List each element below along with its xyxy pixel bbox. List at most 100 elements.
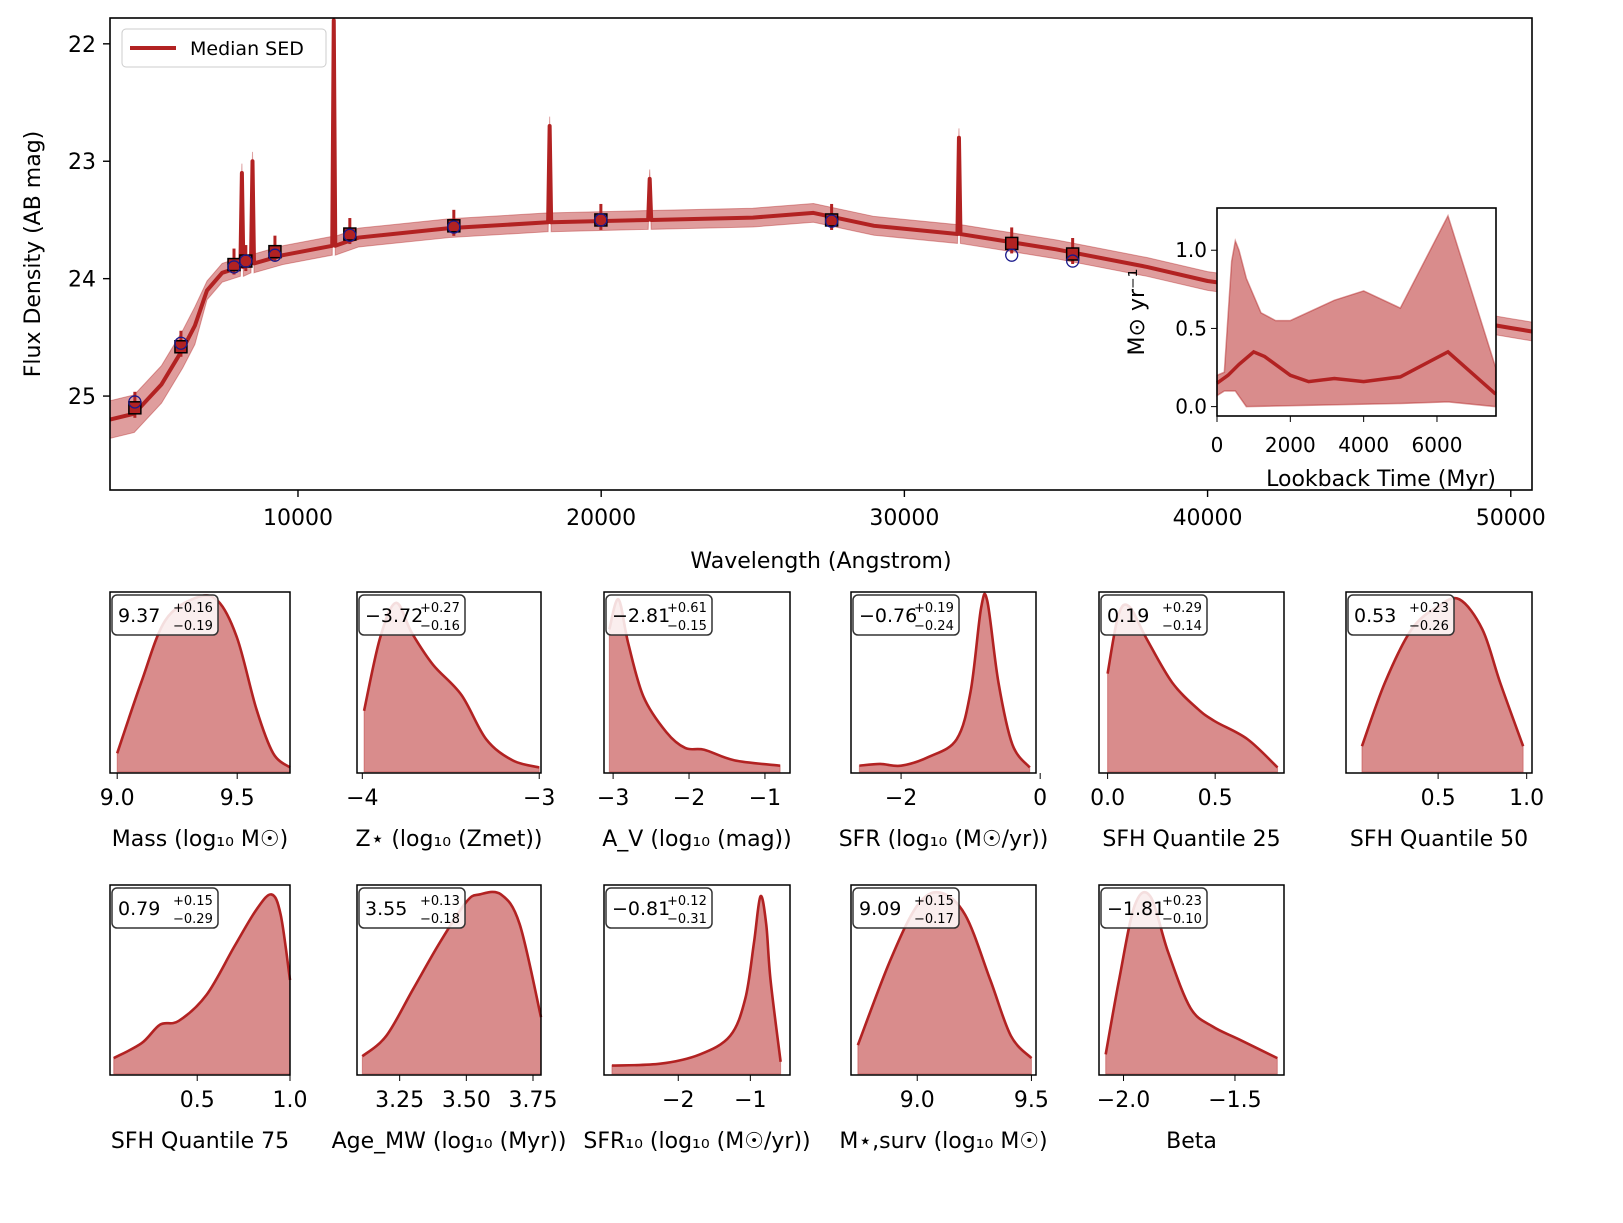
posterior-panel: −2 −1 SFR₁₀ (log₁₀ (M☉/yr)) −0.81+0.12 −0.31 xyxy=(583,884,811,1154)
sfh-uncertainty-band xyxy=(1216,213,1497,408)
median-annotation: 9.09 +0.15 −0.17 xyxy=(852,887,960,929)
inset-x-axis-label: Lookback Time (Myr) xyxy=(1266,467,1496,492)
x-tick-label: −3 xyxy=(597,786,629,811)
upper-error: +0.61 xyxy=(667,601,707,616)
y-tick-label: 24 xyxy=(68,268,96,293)
x-axis-label: SFR (log₁₀ (M☉/yr)) xyxy=(839,827,1049,852)
x-tick-label: 9.0 xyxy=(100,786,135,811)
y-tick-label: 23 xyxy=(68,150,96,175)
median-value: −2.81 xyxy=(612,605,670,627)
median-value: 9.09 xyxy=(859,898,901,920)
x-tick-label: 20000 xyxy=(566,506,636,531)
y-tick-label: 22 xyxy=(68,33,96,58)
median-value: −0.81 xyxy=(612,898,670,920)
observed-photometry-point xyxy=(447,220,461,234)
upper-error: +0.15 xyxy=(173,894,213,909)
x-tick-label: −2 xyxy=(673,786,705,811)
panel-axes-frame xyxy=(356,591,542,774)
posterior-kde-line xyxy=(361,890,543,1058)
median-value: 0.79 xyxy=(118,898,160,920)
lower-error: −0.29 xyxy=(173,912,213,927)
observed-photometry-point xyxy=(239,254,253,268)
x-tick-label: 40000 xyxy=(1173,506,1243,531)
x-tick-label: 3.25 xyxy=(375,1088,424,1113)
annotation-box xyxy=(358,887,466,929)
posterior-panel: −2.0 −1.5 Beta −1.81+0.23 −0.10 xyxy=(1097,884,1285,1154)
median-annotation: −3.72+0.27 −0.16 xyxy=(358,594,466,636)
median-annotation: 0.53 +0.23 −0.26 xyxy=(1347,594,1455,636)
sfh-median-line xyxy=(1215,349,1497,396)
posterior-panel: 0.0 0.5 SFH Quantile 25 0.19 +0.29 −0.14 xyxy=(1090,591,1285,852)
panel-axes-frame xyxy=(850,884,1037,1076)
x-tick-label: 9.5 xyxy=(220,786,255,811)
x-axis-label: Age_MW (log₁₀ (Myr)) xyxy=(332,1129,567,1154)
x-tick-label: 9.5 xyxy=(1014,1088,1049,1113)
observed-photometry-point xyxy=(128,395,142,409)
lower-error: −0.14 xyxy=(1162,619,1202,634)
annotation-box xyxy=(852,887,960,929)
annotation-box xyxy=(358,594,466,636)
panel-axes-frame xyxy=(850,591,1037,774)
sfh-inset: 0 2000 4000 6000 0.0 0.5 1.0 Lookback Time (Myr… xyxy=(1125,207,1497,492)
sed-axes-frame xyxy=(109,17,1533,491)
upper-error: +0.19 xyxy=(914,601,954,616)
legend-frame xyxy=(121,28,327,68)
x-tick-label: 0 xyxy=(1033,786,1047,811)
lower-error: −0.18 xyxy=(420,912,460,927)
inset-x-tick-label: 0 xyxy=(1211,433,1224,457)
median-value: −3.72 xyxy=(365,605,423,627)
inset-y-tick-label: 0.0 xyxy=(1175,395,1207,419)
legend: Median SED xyxy=(121,28,327,68)
median-value: 0.53 xyxy=(1354,605,1396,627)
x-tick-label: −1.5 xyxy=(1208,1088,1261,1113)
median-value: 3.55 xyxy=(365,898,407,920)
x-tick-label: −1 xyxy=(734,1088,766,1113)
posterior-panel: 0.5 1.0 SFH Quantile 50 0.53 +0.23 −0.26 xyxy=(1345,591,1544,852)
x-tick-label: −1 xyxy=(749,786,781,811)
x-axis-label: M⋆,surv (log₁₀ M☉) xyxy=(839,1129,1047,1154)
median-annotation: 0.79 +0.15 −0.29 xyxy=(111,887,219,929)
x-tick-label: 3.75 xyxy=(509,1088,558,1113)
annotation-box xyxy=(111,887,219,929)
legend-label: Median SED xyxy=(190,38,304,60)
y-tick-label: 25 xyxy=(68,385,96,410)
x-tick-label: 0.5 xyxy=(180,1088,215,1113)
upper-error: +0.23 xyxy=(1162,894,1202,909)
posterior-panel: 9.0 9.5 M⋆,surv (log₁₀ M☉) 9.09 +0.15 −0.17 xyxy=(839,884,1049,1154)
observed-photometry-point xyxy=(343,228,357,242)
lower-error: −0.24 xyxy=(914,619,954,634)
observed-photometry-point xyxy=(268,248,282,262)
x-tick-label: 50000 xyxy=(1476,506,1546,531)
median-annotation: 9.37 +0.16 −0.19 xyxy=(111,594,219,636)
upper-error: +0.16 xyxy=(173,601,213,616)
x-axis-label: Wavelength (Angstrom) xyxy=(690,549,951,574)
lower-error: −0.31 xyxy=(667,912,707,927)
lower-error: −0.17 xyxy=(914,912,954,927)
posterior-panel: −2 0 SFR (log₁₀ (M☉/yr)) −0.76+0.19 −0.24 xyxy=(839,591,1049,852)
posterior-panel: −3 −2 −1 A_V (log₁₀ (mag)) −2.81+0.61 −0.15 xyxy=(597,591,792,852)
annotation-box xyxy=(852,594,960,636)
upper-error: +0.29 xyxy=(1162,601,1202,616)
posterior-kde-line xyxy=(859,592,1031,769)
median-annotation: 0.19 +0.29 −0.14 xyxy=(1100,594,1208,636)
posterior-panel: −4 −3 Z⋆ (log₁₀ (Zmet)) −3.72+0.27 −0.16 xyxy=(346,591,555,852)
median-annotation: −0.76+0.19 −0.24 xyxy=(852,594,960,636)
model-photometry-point xyxy=(1065,247,1080,261)
x-axis-label: SFR₁₀ (log₁₀ (M☉/yr)) xyxy=(583,1129,810,1154)
x-tick-label: 1.0 xyxy=(273,1088,308,1113)
observed-photometry-point xyxy=(594,213,608,227)
panel-axes-frame xyxy=(1345,591,1533,774)
median-value: 0.19 xyxy=(1107,605,1149,627)
lower-error: −0.26 xyxy=(1409,619,1449,634)
posterior-panel: 0.5 1.0 SFH Quantile 75 0.79 +0.15 −0.29 xyxy=(109,884,308,1154)
x-axis-label: Z⋆ (log₁₀ (Zmet)) xyxy=(356,827,543,852)
lower-error: −0.19 xyxy=(173,619,213,634)
lower-error: −0.15 xyxy=(667,619,707,634)
observed-photometry-point xyxy=(227,260,241,274)
x-axis-label: Beta xyxy=(1166,1129,1217,1154)
posterior-panel: 9.0 9.5 Mass (log₁₀ M☉) 9.37 +0.16 −0.19 xyxy=(100,591,291,852)
panel-axes-frame xyxy=(356,884,542,1076)
panel-axes-frame xyxy=(109,884,291,1076)
y-axis-label: Flux Density (AB mag) xyxy=(21,131,46,378)
